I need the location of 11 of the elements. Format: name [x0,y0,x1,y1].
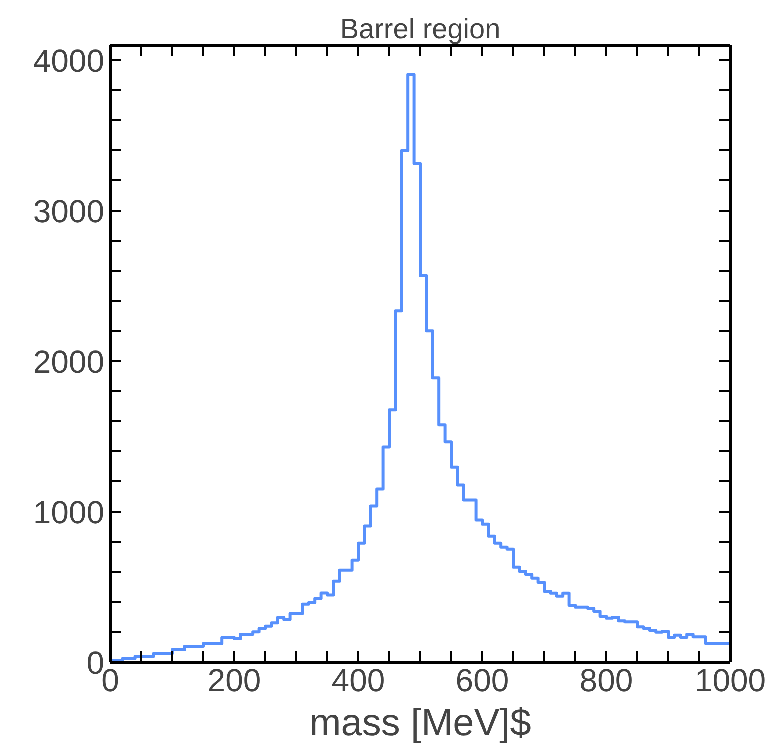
x-tick-label: 400 [332,662,386,698]
y-tick-label: 4000 [33,43,104,80]
x-tick-label: 200 [208,662,262,698]
y-tick-label: 1000 [33,494,104,531]
y-tick-label: 2000 [33,344,104,380]
x-tick-label: 800 [580,662,634,698]
x-tick-label: 600 [456,662,510,698]
x-axis-title: mass [MeV]$ [310,702,532,744]
y-tick-label: 3000 [33,194,104,230]
chart-title: Barrel region [340,14,501,44]
x-tick-label: 1000 [694,662,766,698]
